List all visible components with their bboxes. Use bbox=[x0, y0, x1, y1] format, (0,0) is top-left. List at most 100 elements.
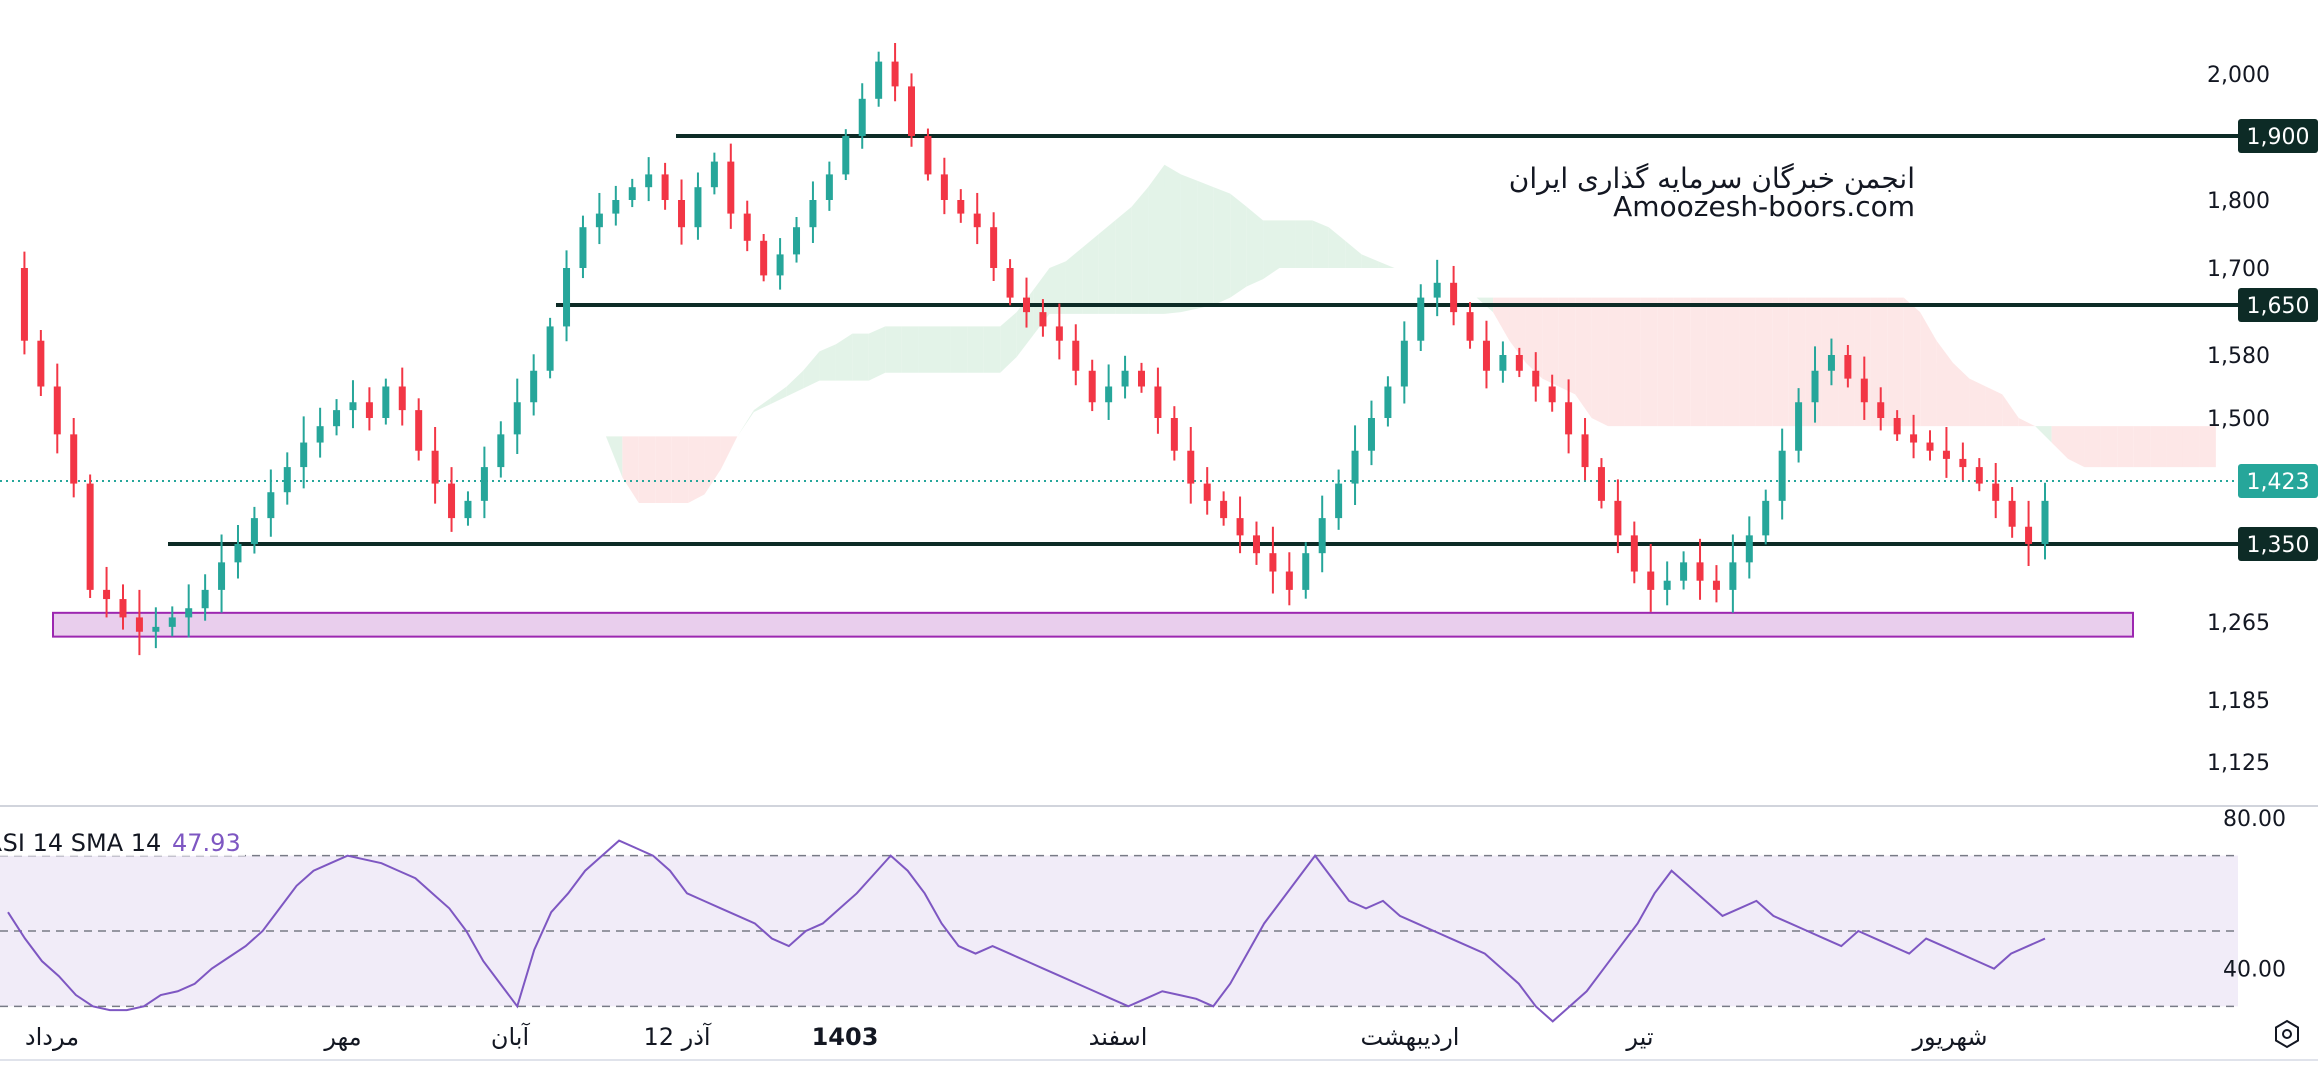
cloud-segment bbox=[1000, 312, 1017, 373]
candle-body bbox=[1663, 580, 1671, 590]
horizontal-levels[interactable] bbox=[168, 134, 2238, 546]
cloud-segment bbox=[1690, 297, 1707, 427]
candle-body bbox=[1975, 467, 1983, 484]
candle-body bbox=[924, 136, 932, 175]
cloud-segment bbox=[671, 436, 689, 504]
cloud-segment bbox=[178, 268, 196, 305]
candle-body bbox=[1499, 355, 1507, 371]
cloud-segment bbox=[1131, 187, 1149, 314]
support-zone-rectangle[interactable] bbox=[52, 611, 2134, 638]
level-price-badge bbox=[2238, 119, 2318, 153]
cloud-segment bbox=[1936, 340, 1954, 427]
cloud-segment bbox=[1624, 297, 1641, 427]
candle-body bbox=[448, 483, 456, 519]
cloud-segment bbox=[1657, 297, 1674, 427]
cloud-segment bbox=[868, 326, 886, 381]
candle-body bbox=[86, 483, 94, 590]
time-tick-label: اردیبهشت bbox=[1361, 1023, 1460, 1051]
candle-body bbox=[1269, 553, 1277, 572]
cloud-segment bbox=[852, 333, 869, 381]
candle-body bbox=[1532, 370, 1540, 387]
candle-body bbox=[201, 589, 209, 609]
price-tick-label: 1,500 bbox=[2207, 407, 2270, 432]
cloud-segment bbox=[1312, 220, 1329, 268]
candle-body bbox=[1039, 312, 1047, 327]
candle-body bbox=[990, 227, 998, 268]
cloud-segment bbox=[228, 347, 245, 371]
settings-gear-icon[interactable] bbox=[2275, 1019, 2299, 1049]
candle-body bbox=[464, 500, 472, 519]
cloud-segment bbox=[835, 333, 853, 381]
cloud-segment bbox=[1410, 275, 1428, 283]
price-tick-label: 1,265 bbox=[2207, 611, 2270, 636]
cloud-segment bbox=[1098, 220, 1116, 314]
candle-body bbox=[1581, 434, 1589, 468]
candle-body bbox=[1137, 370, 1145, 387]
price-pane[interactable]: انجمن خبرگان سرمایه گذاری ایران Amoozesh… bbox=[0, 43, 2238, 656]
cloud-segment bbox=[638, 436, 656, 504]
candle-body bbox=[382, 386, 390, 418]
candle-body bbox=[661, 174, 669, 200]
cloud-segment bbox=[2035, 426, 2052, 443]
candle-body bbox=[957, 200, 965, 214]
cloud-segment bbox=[1805, 297, 1822, 427]
cloud-segment bbox=[1525, 297, 1543, 379]
cloud-segment bbox=[2067, 426, 2085, 468]
candle-body bbox=[103, 589, 111, 600]
candle-body bbox=[1729, 562, 1737, 590]
level-price-badge bbox=[2238, 527, 2318, 561]
cloud-segment bbox=[1969, 378, 1986, 427]
candle-body bbox=[628, 187, 636, 200]
level-price-badge-label: 1,650 bbox=[2247, 294, 2310, 319]
price-tick-label: 1,580 bbox=[2207, 344, 2270, 369]
price-tick-label: 1,185 bbox=[2207, 689, 2270, 714]
rsi-tick-label: 40.00 bbox=[2223, 958, 2286, 983]
watermark: انجمن خبرگان سرمایه گذاری ایران Amoozesh… bbox=[1509, 162, 1915, 223]
candle-body bbox=[645, 174, 653, 188]
candle-body bbox=[2025, 526, 2033, 544]
cloud-segment bbox=[1361, 254, 1379, 268]
time-tick-label: تیر bbox=[1625, 1023, 1653, 1051]
ichimoku-cloud bbox=[178, 164, 2216, 504]
time-axis[interactable]: مرداد مهر آبان 12 آذر 1403 اسفند اردیبهشت تیر شه… bbox=[25, 1022, 1988, 1051]
cloud-segment bbox=[1493, 297, 1510, 341]
candle-body bbox=[1351, 450, 1359, 484]
candle-body bbox=[1860, 378, 1868, 403]
cloud-segment bbox=[753, 398, 771, 413]
cloud-segment bbox=[2166, 426, 2183, 468]
cloud-segment bbox=[1772, 297, 1789, 427]
candle-body bbox=[1466, 312, 1474, 341]
candle-body bbox=[185, 608, 193, 618]
current-price-badge-label: 1,423 bbox=[2247, 470, 2310, 495]
candle-body bbox=[875, 61, 883, 99]
cloud-segment bbox=[1640, 297, 1658, 427]
cloud-segment bbox=[1903, 297, 1921, 427]
level-price-badge bbox=[2238, 288, 2318, 322]
rsi-band-lines bbox=[0, 854, 2238, 1008]
cloud-segment bbox=[1082, 234, 1099, 314]
cloud-segment bbox=[1065, 247, 1083, 314]
cloud-segment bbox=[770, 386, 787, 405]
cloud-segment bbox=[1509, 297, 1526, 363]
candle-body bbox=[1433, 282, 1441, 298]
candle-body bbox=[267, 492, 275, 519]
price-axis[interactable]: 2,000 1,800 1,700 1,580 1,500 1,265 1,185 1,125 bbox=[2207, 63, 2270, 776]
cloud-segment bbox=[2002, 394, 2019, 427]
rsi-axis[interactable]: 80.00 40.00 bbox=[2223, 807, 2286, 983]
cloud-segment bbox=[1148, 164, 1165, 314]
candle-body bbox=[1614, 500, 1622, 536]
cloud-segment bbox=[1591, 297, 1609, 427]
rsi-pane[interactable]: 80.00 40.00 RSI 14 SMA 14 47.93 bbox=[0, 807, 2286, 1023]
rsi-indicator-name[interactable]: RSI 14 SMA 14 bbox=[0, 829, 161, 857]
candle-body bbox=[1170, 418, 1178, 451]
watermark-line-2: Amoozesh-boors.com bbox=[1613, 190, 1915, 223]
cloud-segment bbox=[1378, 261, 1395, 268]
cloud-segment bbox=[1115, 206, 1132, 314]
cloud-segment bbox=[737, 410, 754, 437]
cloud-segment bbox=[918, 326, 935, 373]
cloud-segment bbox=[1608, 297, 1625, 427]
candle-body bbox=[1121, 370, 1129, 387]
time-tick-label: آبان bbox=[491, 1022, 531, 1051]
cloud-segment bbox=[655, 436, 672, 504]
